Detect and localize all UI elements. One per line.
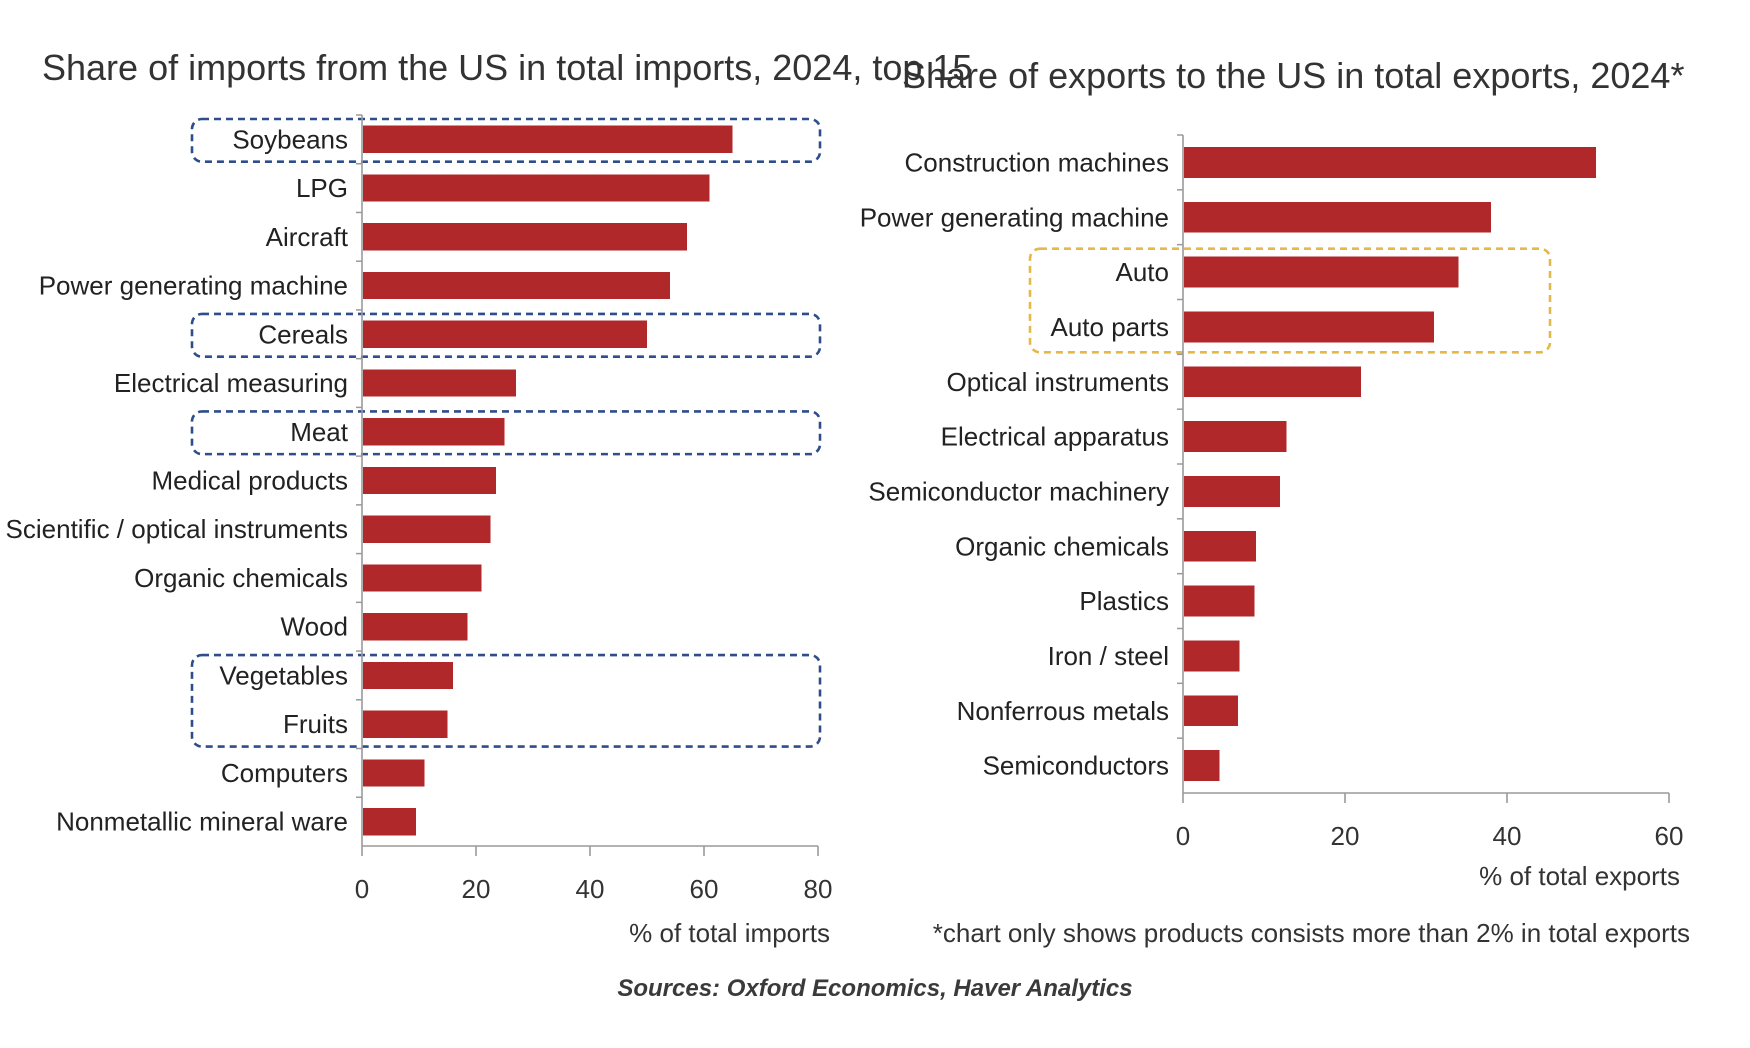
imports-x-axis-title: % of total imports [629, 918, 830, 948]
exports-x-tick-label-40: 40 [1493, 821, 1522, 851]
imports-highlight-box-3 [190, 410, 822, 456]
exports-bar-iron-steel [1184, 640, 1240, 672]
imports-label-cereals: Cereals [258, 319, 348, 349]
imports-x-tick-label-60: 60 [690, 874, 719, 904]
exports-label-auto-parts: Auto parts [1050, 312, 1169, 342]
exports-label-nonferrous-metals: Nonferrous metals [957, 696, 1169, 726]
exports-label-power-generating-machine: Power generating machine [860, 202, 1169, 232]
imports-label-lpg: LPG [296, 173, 348, 203]
exports-label-construction-machines: Construction machines [905, 147, 1169, 177]
exports-label-organic-chemicals: Organic chemicals [955, 531, 1169, 561]
imports-label-aircraft: Aircraft [266, 222, 349, 252]
imports-bar-fruits [363, 710, 448, 738]
imports-x-tick-label-80: 80 [804, 874, 833, 904]
imports-bar-vegetables [363, 661, 454, 690]
exports-label-iron-steel: Iron / steel [1048, 641, 1169, 671]
exports-label-semiconductor-machinery: Semiconductor machinery [868, 476, 1169, 506]
imports-bar-wood [363, 613, 468, 641]
exports-bar-plastics [1184, 585, 1255, 617]
exports-x-axis-title: % of total exports [1479, 861, 1680, 891]
imports-x-tick-label-40: 40 [576, 874, 605, 904]
imports-label-electrical-measuring: Electrical measuring [114, 368, 348, 398]
exports-chart-title: Share of exports to the US in total expo… [902, 55, 1684, 96]
exports-bar-construction-machines [1184, 147, 1597, 178]
exports-highlight-box-1 [1028, 247, 1552, 354]
exports-label-electrical-apparatus: Electrical apparatus [941, 422, 1169, 452]
imports-x-tick-label-0: 0 [355, 874, 369, 904]
exports-bar-nonferrous-metals [1184, 695, 1239, 727]
exports-footnote: *chart only shows products consists more… [933, 918, 1690, 948]
exports-x-tick-label-60: 60 [1655, 821, 1684, 851]
imports-chart-title: Share of imports from the US in total im… [42, 47, 972, 88]
exports-bar-optical-instruments [1184, 366, 1362, 398]
exports-x-tick-label-20: 20 [1331, 821, 1360, 851]
imports-bar-lpg [363, 174, 710, 202]
exports-bar-semiconductor-machinery [1184, 476, 1281, 507]
imports-highlight-box-2 [190, 312, 822, 358]
imports-label-power-generating-machine: Power generating machine [39, 271, 348, 301]
imports-bar-electrical-measuring [363, 369, 516, 397]
exports-label-plastics: Plastics [1079, 586, 1169, 616]
exports-bar-auto [1184, 256, 1459, 288]
imports-label-organic-chemicals: Organic chemicals [134, 563, 348, 593]
exports-label-auto: Auto [1116, 257, 1170, 287]
imports-category-labels: Soybeans LPG Aircraft Power generating mach… [6, 124, 349, 836]
imports-highlight-boxes [190, 117, 822, 748]
exports-chart: Share of exports to the US in total expo… [860, 55, 1690, 948]
imports-bar-aircraft [363, 223, 687, 251]
exports-axes: 0 20 40 60 [1176, 134, 1684, 851]
imports-bar-scientific-optical-instruments [363, 515, 491, 543]
exports-bar-electrical-apparatus [1184, 421, 1287, 452]
imports-label-wood: Wood [281, 612, 348, 642]
imports-bar-nonmetallic-mineral-ware [363, 807, 417, 836]
imports-highlight-box-1 [190, 117, 822, 164]
imports-bar-computers [363, 759, 425, 787]
imports-bar-organic-chemicals [363, 564, 482, 592]
exports-highlight-boxes [1028, 247, 1552, 354]
imports-axes: 0 20 40 60 80 [355, 114, 833, 904]
imports-label-meat: Meat [290, 417, 349, 447]
imports-bar-soybeans [363, 125, 733, 154]
exports-bars [1184, 147, 1597, 781]
imports-bars [363, 125, 733, 836]
exports-label-semiconductors: Semiconductors [983, 751, 1169, 781]
exports-label-optical-instruments: Optical instruments [946, 367, 1169, 397]
imports-label-soybeans: Soybeans [232, 124, 348, 154]
imports-bar-medical-products [363, 466, 496, 495]
exports-bar-auto-parts [1184, 311, 1435, 343]
imports-bar-power-generating-machine [363, 271, 670, 300]
imports-chart: Share of imports from the US in total im… [6, 47, 973, 948]
imports-label-nonmetallic-mineral-ware: Nonmetallic mineral ware [56, 807, 348, 837]
imports-label-computers: Computers [221, 758, 348, 788]
imports-x-tick-label-20: 20 [462, 874, 491, 904]
exports-bar-organic-chemicals [1184, 530, 1256, 562]
exports-bar-power-generating-machine [1184, 201, 1491, 233]
imports-bar-cereals [363, 320, 647, 348]
source-note: Sources: Oxford Economics, Haver Analyti… [617, 975, 1132, 1002]
imports-label-vegetables: Vegetables [219, 660, 348, 690]
exports-bar-semiconductors [1184, 750, 1220, 781]
imports-label-scientific-optical-instruments: Scientific / optical instruments [6, 514, 348, 544]
exports-category-labels: Construction machines Power generating ma… [860, 147, 1169, 780]
exports-x-tick-label-0: 0 [1176, 821, 1190, 851]
imports-label-fruits: Fruits [283, 709, 348, 739]
imports-bar-meat [363, 418, 505, 446]
imports-highlight-box-4 [190, 653, 822, 748]
imports-label-medical-products: Medical products [151, 466, 348, 496]
